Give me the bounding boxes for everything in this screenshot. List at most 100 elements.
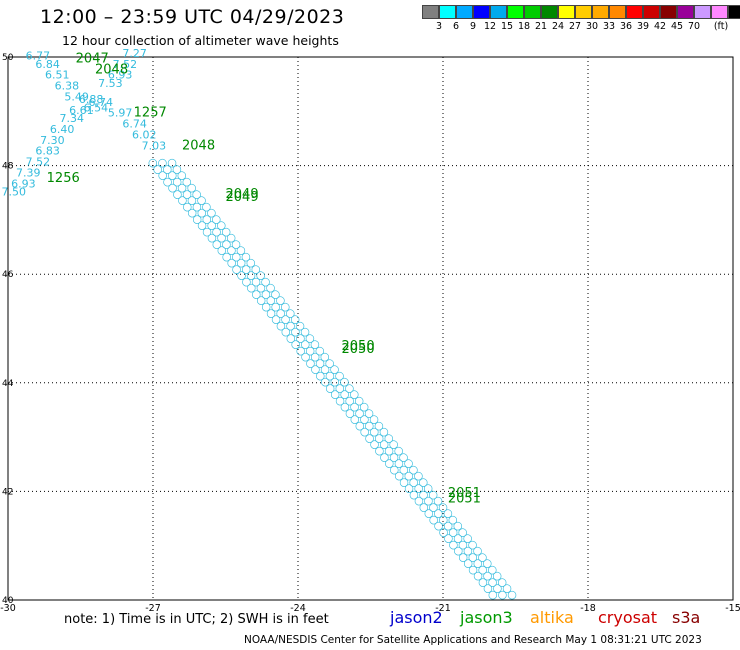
swh-value-label: 7.03 <box>142 139 167 152</box>
y-tick-label: 46 <box>2 270 14 280</box>
swh-track-mark: ○○○ <box>187 206 216 219</box>
legend-label: 3 <box>435 21 443 32</box>
legend-swatch <box>490 5 507 19</box>
swh-value-label: 6.40 <box>50 123 74 136</box>
pass-time-label: 2048 <box>95 62 128 77</box>
swh-track-mark: ○○○ <box>439 525 468 538</box>
legend-label: 18 <box>517 21 531 32</box>
legend-swatches <box>422 5 740 19</box>
pass-time-label: 2047 <box>76 51 109 66</box>
pass-time-label: 2051 <box>448 486 481 501</box>
swh-track-mark: ○○○ <box>478 575 507 588</box>
swh-track-mark: ○○○ <box>483 582 512 595</box>
legend-swatch <box>422 5 439 19</box>
legend-label: 45 <box>670 21 684 32</box>
swh-track-mark: ○○○ <box>301 350 330 363</box>
satellite-legend-altika: altika <box>530 608 574 627</box>
swh-track-mark: ○○○ <box>197 219 226 232</box>
legend-label: 12 <box>483 21 497 32</box>
swh-track-mark: ○○○ <box>296 344 325 357</box>
pass-time-label: 2050 <box>342 339 375 354</box>
pass-time-label: 2049 <box>226 187 259 202</box>
swh-track-mark: ○○○ <box>212 237 241 250</box>
legend-swatch <box>592 5 609 19</box>
swh-track-mark: ○○○ <box>473 569 502 582</box>
legend-swatch <box>609 5 626 19</box>
swh-track-mark: ○○○ <box>360 425 389 438</box>
swh-track-mark: ○○○ <box>414 494 443 507</box>
swh-value-label: 7.30 <box>40 134 65 147</box>
swh-track-mark: ○○○ <box>237 269 266 282</box>
footer-credit: NOAA/NESDIS Center for Satellite Applica… <box>244 634 702 646</box>
legend-labels: 3 6 9 12 15 18 21 24 27 30 33 36 39 42 45 70 (ft) <box>422 19 740 33</box>
swh-value-label: 7.52 <box>26 156 50 169</box>
swh-track-mark: ○○○ <box>399 475 428 488</box>
legend-swatch <box>507 5 524 19</box>
swh-track-mark: ○○○ <box>434 519 463 532</box>
swh-value-label: 6.93 <box>108 69 133 82</box>
swh-track-mark: ○○○ <box>325 381 354 394</box>
legend-label: 70 <box>687 21 701 32</box>
swh-track-mark: ○○○ <box>380 450 409 463</box>
swh-value-label: 6.38 <box>55 80 80 93</box>
legend-label: 24 <box>551 21 565 32</box>
swh-value-label: 7.27 <box>122 47 147 60</box>
pass-time-label: 2048 <box>182 138 215 153</box>
swh-track-mark: ○○○ <box>404 482 433 495</box>
swh-track-mark: ○○○ <box>429 513 458 526</box>
y-tick-label: 40 <box>2 596 14 606</box>
legend-swatch <box>439 5 456 19</box>
legend-swatch <box>473 5 490 19</box>
swh-value-label: 7.39 <box>16 166 41 179</box>
swh-value-label: 6.51 <box>45 69 70 82</box>
swh-track-mark: ○○○ <box>153 162 182 175</box>
swh-track-mark: ○○○ <box>320 375 349 388</box>
swh-track-mark: ○○○ <box>158 169 187 182</box>
legend-label: 21 <box>534 21 548 32</box>
swh-track-mark: ○○○ <box>192 212 221 225</box>
swh-value-label: 6.02 <box>132 128 157 141</box>
swh-track-mark: ○○○ <box>271 313 300 326</box>
legend-swatch <box>677 5 694 19</box>
swh-track-mark: ○○○ <box>316 369 345 382</box>
swh-value-label: 7.34 <box>60 112 85 125</box>
satellite-legend-jason3: jason3 <box>460 608 513 627</box>
swh-track-mark: ○○○ <box>217 244 246 257</box>
pass-time-label: 2051 <box>448 491 481 506</box>
x-tick-label: -30 <box>0 603 16 614</box>
legend-swatch <box>524 5 541 19</box>
swh-value-label: 7.50 <box>1 185 26 198</box>
swh-track-mark: ○○○ <box>276 319 305 332</box>
legend-label: 33 <box>602 21 616 32</box>
legend-label: 15 <box>500 21 514 32</box>
swh-track-mark: ○○○ <box>409 488 438 501</box>
swh-value-label: 5.97 <box>108 107 133 120</box>
swh-track-mark: ○○○ <box>394 469 423 482</box>
swh-track-mark: ○○○ <box>261 300 290 313</box>
legend-label: 39 <box>636 21 650 32</box>
legend-swatch <box>643 5 660 19</box>
swh-track-mark: ○○○ <box>424 507 453 520</box>
swh-track-mark: ○○○ <box>207 231 236 244</box>
satellite-legend-s3a: s3a <box>672 608 701 627</box>
x-tick-label: -15 <box>725 603 740 614</box>
swh-value-label: 5.49 <box>64 90 89 103</box>
swh-track-mark: ○○○ <box>232 262 261 275</box>
legend-swatch <box>456 5 473 19</box>
x-tick-label: -27 <box>145 603 161 614</box>
swh-track-mark: ○○○ <box>355 419 384 432</box>
swh-value-label: 6.74 <box>89 96 114 109</box>
swh-track-mark: ○○○ <box>306 356 335 369</box>
swh-track-mark: ○○○ <box>345 406 374 419</box>
swh-value-label: 6.93 <box>11 177 36 190</box>
swh-track-mark: ○○○ <box>454 544 483 557</box>
legend-label: (ft) <box>713 21 729 32</box>
swh-track-mark: ○○○ <box>281 325 310 338</box>
swh-track-mark: ○○○ <box>182 200 211 213</box>
color-legend: 3 6 9 12 15 18 21 24 27 30 33 36 39 42 45 70 (ft) <box>422 5 740 33</box>
swh-track-mark: ○○○ <box>286 331 315 344</box>
swh-track-mark: ○○○ <box>168 181 197 194</box>
legend-label: 27 <box>568 21 582 32</box>
legend-swatch <box>694 5 711 19</box>
